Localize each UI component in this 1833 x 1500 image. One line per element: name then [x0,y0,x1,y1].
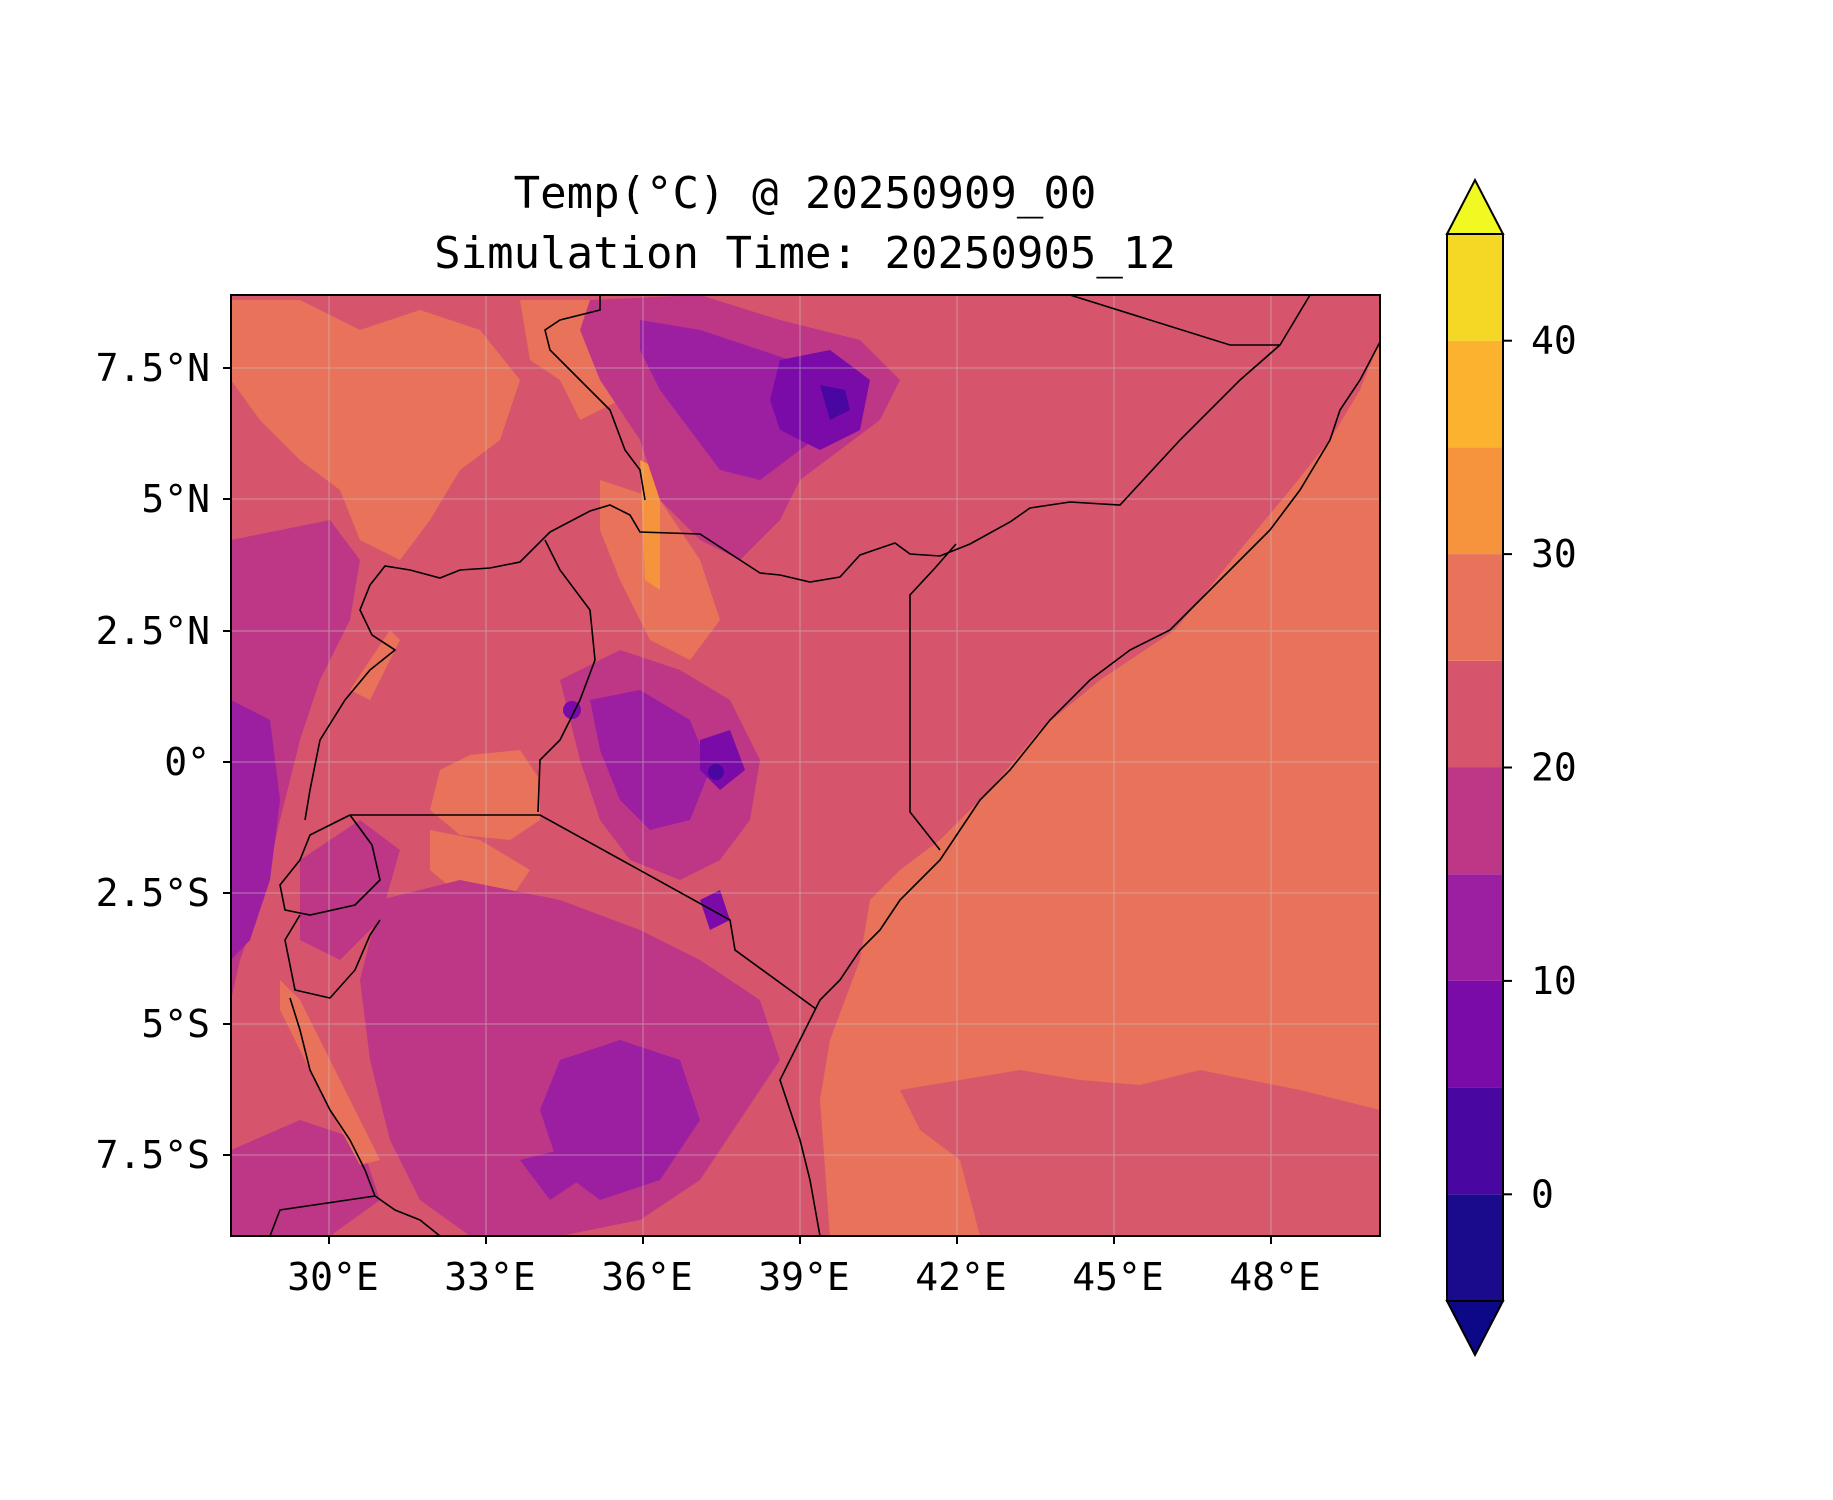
y-tick-label: 7.5°N [96,346,210,390]
colorbar-level [1447,980,1503,1088]
y-tick-label: 2.5°N [96,609,210,653]
colorbar-extend-high [1445,177,1505,235]
colorbar-tick-label: 0 [1531,1172,1554,1216]
y-tick-label: 2.5°S [96,871,210,915]
colorbar-level [1447,874,1503,981]
y-tick-label: 5°N [141,477,210,521]
grid-lines [231,295,1380,1236]
colorbar-level [1447,447,1503,555]
x-tick-label: 36°E [601,1255,693,1299]
x-tick-label: 42°E [915,1255,1007,1299]
colorbar-level [1447,767,1503,875]
temperature-field [231,295,1380,1236]
x-tick-label: 39°E [758,1255,850,1299]
title-line-2: Simulation Time: 20250905_12 [434,228,1176,279]
y-tick-label: 5°S [141,1002,210,1046]
y-tick-label: 7.5°S [96,1133,210,1177]
map-frame [230,294,1381,1237]
axis-ticks [223,367,1272,1244]
colorbar-level [1447,1087,1503,1195]
colorbar-extend-low [1445,1300,1505,1358]
x-tick-label: 45°E [1072,1255,1164,1299]
colorbar-level [1447,660,1503,768]
colorbar-level [1447,234,1503,341]
colorbar-tick-label: 10 [1531,959,1577,1003]
colorbar-level [1447,340,1503,448]
title-line-1: Temp(°C) @ 20250909_00 [514,168,1097,219]
colorbar-tick-label: 20 [1531,746,1577,790]
colorbar-tick-label: 30 [1531,532,1577,576]
country-borders [269,295,1380,1236]
y-tick-label: 0° [164,740,210,784]
colorbar-tick-label: 40 [1531,319,1577,363]
x-tick-label: 33°E [444,1255,536,1299]
x-tick-label: 48°E [1229,1255,1321,1299]
colorbar-level [1447,554,1503,661]
x-tick-label: 30°E [287,1255,379,1299]
colorbar-level [1447,1194,1503,1301]
colorbar: 0 10 20 30 40 [1445,177,1577,1358]
